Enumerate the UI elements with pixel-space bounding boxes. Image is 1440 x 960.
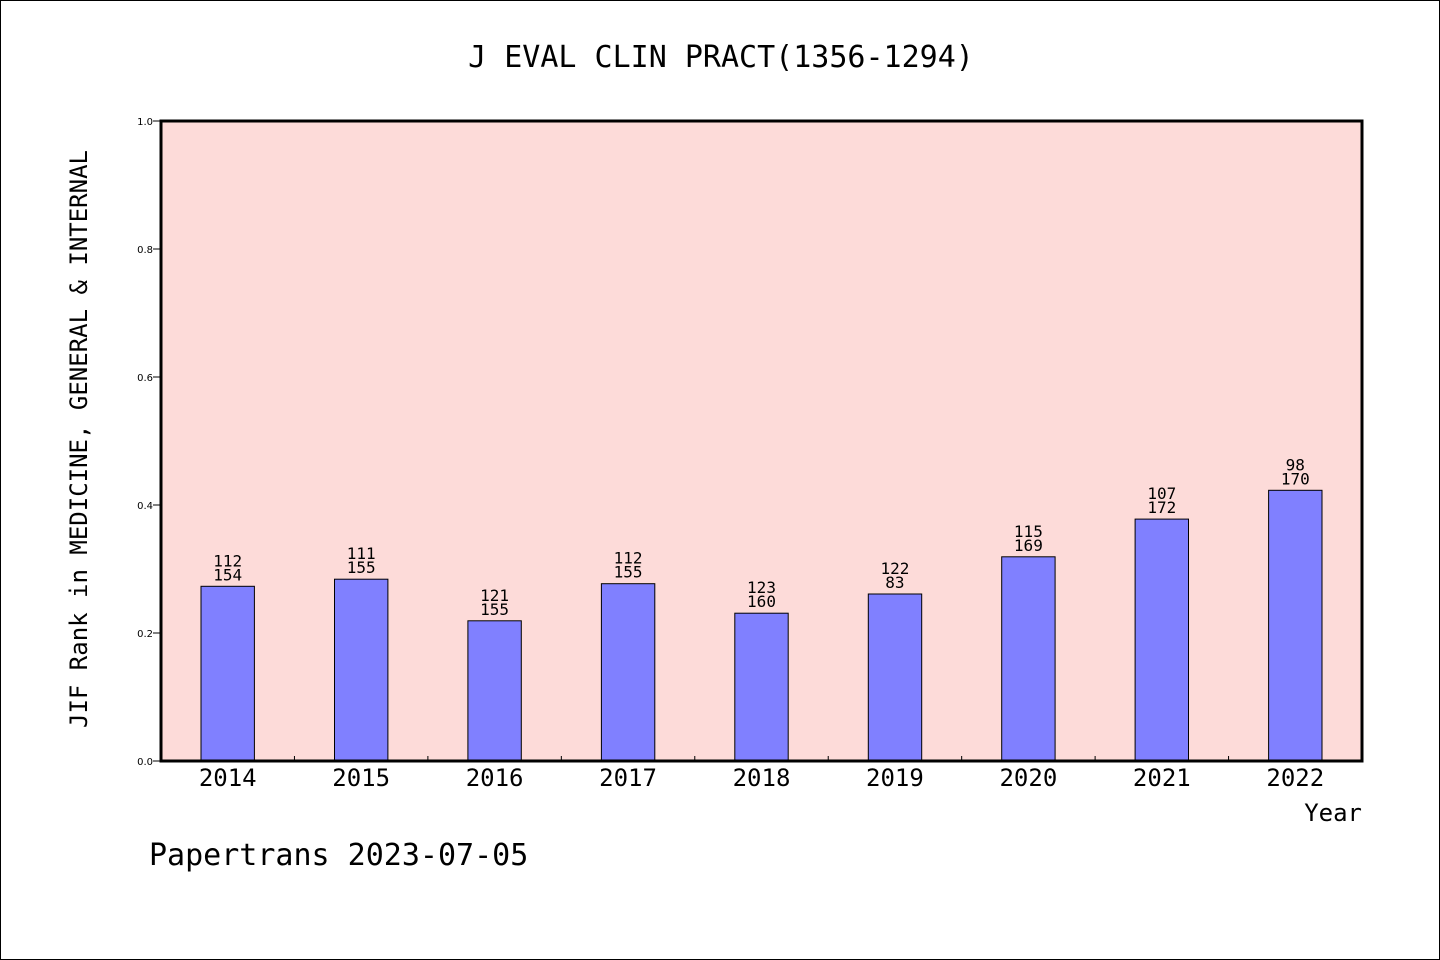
bar-labels-group: 1121541111551211551121551231601228311516… (213, 455, 1309, 619)
bar-rank-label-2017: 112 (614, 549, 643, 568)
bar-total-label-2021: 172 (1147, 498, 1176, 517)
plot-frame (159, 119, 1364, 763)
bar-total-label-2016: 155 (480, 600, 509, 619)
bar-rank-label-2015: 111 (347, 544, 376, 563)
bar-2021 (1134, 518, 1189, 762)
y-axis: 0.0 0.2 0.4 0.6 0.8 1.0 (137, 117, 161, 768)
bar-2020 (1001, 556, 1056, 762)
y-axis-label: JIF Rank in MEDICINE, GENERAL & INTERNAL (65, 150, 93, 728)
bar-total-label-2019: 83 (885, 573, 904, 592)
bar-2018 (734, 612, 789, 762)
chart-title: J EVAL CLIN PRACT(1356-1294) (468, 40, 974, 75)
y-tick-label: 0.6 (137, 373, 153, 384)
y-tick-label: 1.0 (137, 117, 153, 128)
bar-total-label-2018: 160 (747, 592, 776, 611)
bar-2015 (334, 578, 389, 762)
bar-2019 (867, 593, 923, 762)
footer-credit: Papertrans 2023-07-05 (149, 838, 528, 873)
bar-rank-label-2014: 112 (213, 551, 242, 570)
bar-rank-label-2020: 115 (1014, 522, 1043, 541)
x-tick-label-2021: 2021 (1133, 764, 1191, 792)
bar-total-label-2017: 155 (614, 563, 643, 582)
bars-group (200, 489, 1323, 762)
y-tick-label: 0.2 (137, 629, 153, 640)
bar-total-label-2020: 169 (1014, 536, 1043, 555)
x-axis: 2014 2015 2016 2017 2018 2019 2020 2021 2022 (199, 756, 1324, 792)
x-tick-label-2020: 2020 (999, 764, 1057, 792)
bar-rank-label-2022: 98 (1286, 455, 1305, 474)
bar-2022 (1268, 489, 1323, 762)
x-tick-label-2022: 2022 (1266, 764, 1324, 792)
bar-total-label-2014: 154 (213, 565, 242, 584)
y-tick-label: 0.8 (137, 245, 153, 256)
x-tick-label-2016: 2016 (466, 764, 524, 792)
bar-rank-label-2021: 107 (1147, 484, 1176, 503)
y-tick-label: 0.4 (137, 501, 153, 512)
x-tick-label-2015: 2015 (332, 764, 390, 792)
y-tick-label: 0.0 (137, 757, 153, 768)
bar-rank-label-2019: 122 (880, 559, 909, 578)
x-tick-label-2014: 2014 (199, 764, 257, 792)
bar-total-label-2015: 155 (347, 558, 376, 577)
x-tick-label-2018: 2018 (733, 764, 791, 792)
bar-2017 (600, 583, 656, 762)
x-tick-label-2017: 2017 (599, 764, 657, 792)
bar-2016 (467, 620, 522, 762)
bar-2014 (200, 585, 255, 762)
bar-total-label-2022: 170 (1281, 469, 1310, 488)
x-axis-label: Year (1304, 799, 1362, 827)
x-tick-label-2019: 2019 (866, 764, 924, 792)
bar-rank-label-2018: 123 (747, 578, 776, 597)
bar-rank-label-2016: 121 (480, 586, 509, 605)
